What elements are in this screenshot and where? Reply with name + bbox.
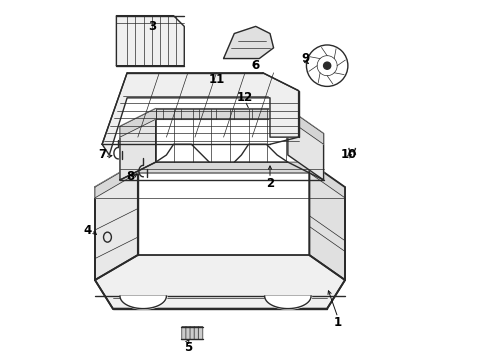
- Polygon shape: [156, 109, 288, 119]
- Polygon shape: [95, 162, 345, 198]
- Polygon shape: [117, 16, 184, 66]
- FancyBboxPatch shape: [182, 327, 186, 340]
- Polygon shape: [288, 109, 323, 180]
- Polygon shape: [102, 73, 298, 155]
- Text: 9: 9: [302, 52, 310, 65]
- Text: 10: 10: [341, 148, 357, 162]
- Text: 4: 4: [84, 224, 92, 237]
- Text: 8: 8: [126, 170, 135, 183]
- FancyBboxPatch shape: [190, 327, 195, 340]
- Circle shape: [323, 62, 331, 69]
- FancyBboxPatch shape: [194, 327, 198, 340]
- FancyBboxPatch shape: [198, 327, 203, 340]
- Text: 5: 5: [184, 341, 192, 354]
- Polygon shape: [120, 109, 323, 144]
- Polygon shape: [120, 109, 156, 180]
- Text: 6: 6: [251, 59, 260, 72]
- Text: 3: 3: [148, 20, 156, 33]
- Text: 12: 12: [237, 91, 253, 104]
- Polygon shape: [95, 255, 345, 309]
- Polygon shape: [309, 162, 345, 280]
- Polygon shape: [95, 162, 138, 280]
- Text: 11: 11: [208, 73, 224, 86]
- Text: 2: 2: [266, 177, 274, 190]
- Text: 1: 1: [334, 316, 342, 329]
- Polygon shape: [223, 26, 273, 59]
- FancyBboxPatch shape: [186, 327, 191, 340]
- Text: 7: 7: [98, 148, 106, 162]
